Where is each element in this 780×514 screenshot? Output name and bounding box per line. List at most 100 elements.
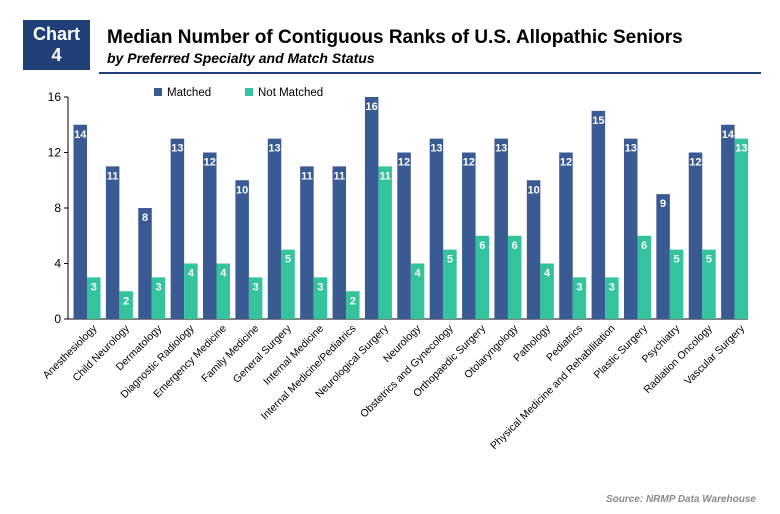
data-label-not-matched: 3 [253, 281, 259, 293]
bar-matched [235, 180, 249, 319]
data-label-matched: 12 [398, 157, 410, 169]
data-label-not-matched: 3 [91, 281, 97, 293]
bar-matched [526, 180, 541, 319]
bar-matched [397, 152, 411, 319]
data-label-matched: 10 [236, 184, 248, 196]
bar-matched [203, 152, 217, 319]
bar-not-matched [443, 249, 457, 319]
bar-not-matched [540, 263, 554, 319]
category-label: Anesthesiology [41, 322, 100, 381]
bar-not-matched [507, 235, 522, 319]
data-label-matched: 8 [142, 212, 148, 224]
bar-not-matched [637, 235, 651, 319]
bar-not-matched [572, 277, 587, 319]
data-label-matched: 14 [722, 129, 735, 141]
bar-matched [591, 110, 606, 319]
data-label-matched: 9 [660, 198, 666, 210]
data-label-not-matched: 5 [285, 254, 291, 266]
bar-not-matched [346, 291, 360, 319]
legend-matched-swatch [154, 88, 162, 96]
page-subtitle: by Preferred Specialty and Match Status [107, 50, 375, 66]
data-label-matched: 13 [625, 143, 637, 155]
data-label-matched: 10 [527, 184, 539, 196]
bar-matched [170, 138, 185, 319]
data-label-not-matched: 2 [123, 295, 129, 307]
bar-not-matched [734, 138, 749, 319]
title-rule [99, 72, 761, 74]
bar-matched [623, 138, 638, 319]
data-label-matched: 12 [560, 157, 572, 169]
data-label-matched: 13 [430, 143, 442, 155]
data-label-matched: 13 [268, 143, 280, 155]
data-label-not-matched: 4 [544, 268, 551, 280]
bar-not-matched [605, 277, 619, 319]
bar-matched [494, 138, 508, 319]
data-label-not-matched: 2 [350, 295, 356, 307]
data-label-matched: 16 [366, 101, 378, 113]
bar-chart: 0 4 8 12 16 14 3 Anesthesiology 11 2 Child Neurolo… [41, 87, 749, 452]
bar-not-matched [216, 263, 231, 319]
bar-matched [300, 166, 314, 319]
bar-matched [462, 152, 476, 319]
data-label-matched: 11 [333, 170, 345, 182]
data-label-not-matched: 5 [674, 254, 680, 266]
bar-not-matched [281, 249, 295, 319]
data-label-not-matched: 13 [735, 143, 747, 155]
data-label-matched: 13 [495, 143, 507, 155]
bar-matched [267, 138, 282, 319]
badge-number: 4 [51, 45, 62, 65]
category-label: Vascular Surgery [682, 322, 747, 387]
data-label-not-matched: 3 [609, 281, 615, 293]
legend-not-matched-swatch [245, 88, 253, 96]
data-label-not-matched: 3 [155, 281, 161, 293]
data-label-matched: 11 [301, 170, 313, 182]
data-label-matched: 14 [74, 129, 87, 141]
data-label-not-matched: 3 [576, 281, 582, 293]
y-tick-label: 0 [54, 312, 61, 326]
bar-matched [73, 124, 87, 319]
bar-not-matched [151, 277, 166, 319]
bar-not-matched [410, 263, 425, 319]
data-label-not-matched: 3 [317, 281, 323, 293]
badge-label: Chart [32, 24, 80, 44]
data-label-matched: 12 [463, 157, 475, 169]
bar-not-matched [378, 166, 392, 319]
bar-not-matched [87, 277, 101, 319]
data-label-matched: 11 [107, 170, 119, 182]
bar-not-matched [184, 263, 198, 319]
bar-matched [688, 152, 703, 319]
data-label-not-matched: 6 [479, 240, 485, 252]
data-label-not-matched: 5 [706, 254, 712, 266]
page-title: Median Number of Contiguous Ranks of U.S… [107, 27, 683, 48]
data-label-matched: 15 [592, 115, 604, 127]
data-label-not-matched: 5 [447, 254, 453, 266]
y-tick-label: 8 [54, 201, 61, 215]
data-label-not-matched: 6 [512, 240, 518, 252]
data-label-not-matched: 6 [641, 240, 647, 252]
bar-not-matched [475, 235, 490, 319]
y-tick-label: 16 [48, 90, 62, 104]
bar-matched [332, 166, 347, 319]
bar-not-matched [248, 277, 263, 319]
data-label-matched: 13 [171, 143, 183, 155]
category-label: Child Neurology [71, 322, 133, 384]
data-label-not-matched: 4 [220, 268, 227, 280]
bar-not-matched [313, 277, 328, 319]
y-tick-label: 12 [48, 146, 62, 160]
bar-not-matched [702, 249, 716, 319]
category-label: Family Medicine [199, 323, 261, 385]
data-label-not-matched: 4 [188, 268, 195, 280]
legend-matched-label: Matched [167, 87, 211, 99]
bar-not-matched [119, 291, 133, 319]
bar-matched [721, 124, 735, 319]
category-label: General Surgery [231, 322, 294, 385]
data-label-not-matched: 4 [414, 268, 421, 280]
y-tick-label: 4 [54, 257, 61, 271]
bar-matched [105, 166, 120, 319]
data-label-matched: 12 [204, 157, 216, 169]
data-label-not-matched: 11 [379, 170, 391, 182]
bar-matched [364, 97, 379, 319]
legend-not-matched-label: Not Matched [258, 87, 323, 99]
bar-matched [429, 138, 444, 319]
source-note: Source: NRMP Data Warehouse [605, 494, 756, 505]
